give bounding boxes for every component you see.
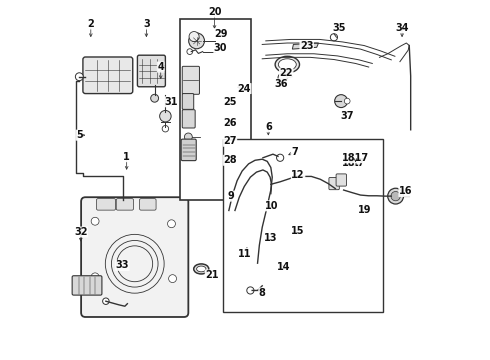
Polygon shape — [293, 43, 318, 49]
Text: 35: 35 — [332, 23, 346, 33]
Ellipse shape — [275, 56, 299, 73]
Text: 21: 21 — [205, 270, 219, 280]
Text: 30: 30 — [214, 43, 227, 53]
Circle shape — [102, 298, 109, 305]
Text: 4: 4 — [157, 62, 164, 72]
Circle shape — [189, 33, 204, 49]
Circle shape — [162, 126, 169, 132]
Text: 32: 32 — [74, 227, 88, 237]
Circle shape — [278, 73, 287, 82]
Text: 15: 15 — [292, 226, 305, 236]
FancyBboxPatch shape — [137, 55, 166, 87]
Text: 1: 1 — [123, 152, 130, 162]
Text: 1817: 1817 — [342, 153, 369, 163]
Text: 14: 14 — [277, 262, 291, 272]
Text: 16: 16 — [399, 186, 413, 197]
Ellipse shape — [196, 266, 206, 272]
Text: 18: 18 — [342, 158, 355, 168]
Text: 12: 12 — [292, 170, 305, 180]
FancyBboxPatch shape — [140, 199, 156, 210]
Text: 20: 20 — [208, 7, 221, 17]
Text: 24: 24 — [238, 84, 251, 94]
Text: 27: 27 — [223, 136, 237, 146]
Circle shape — [151, 94, 159, 102]
Text: 36: 36 — [275, 79, 288, 89]
Text: 29: 29 — [214, 29, 227, 39]
Text: 26: 26 — [223, 118, 237, 128]
FancyBboxPatch shape — [181, 139, 196, 161]
Circle shape — [160, 111, 171, 122]
Circle shape — [169, 275, 176, 283]
Text: 9: 9 — [228, 191, 235, 201]
Circle shape — [189, 32, 199, 41]
Bar — [180, 19, 251, 200]
Text: 13: 13 — [264, 233, 277, 243]
Circle shape — [330, 34, 338, 41]
Text: 37: 37 — [341, 111, 354, 121]
Text: 22: 22 — [279, 68, 293, 78]
Ellipse shape — [194, 264, 209, 274]
Circle shape — [276, 154, 284, 161]
Circle shape — [91, 217, 99, 225]
Text: 7: 7 — [291, 147, 298, 157]
Circle shape — [187, 49, 193, 54]
FancyBboxPatch shape — [336, 174, 346, 186]
FancyBboxPatch shape — [329, 177, 339, 190]
Circle shape — [335, 95, 347, 108]
Text: 28: 28 — [223, 155, 237, 165]
FancyBboxPatch shape — [81, 197, 188, 317]
FancyBboxPatch shape — [116, 199, 133, 210]
Text: 33: 33 — [116, 260, 129, 270]
Text: 17: 17 — [352, 158, 366, 168]
Text: 19: 19 — [358, 206, 372, 216]
Circle shape — [91, 273, 99, 281]
Circle shape — [391, 192, 400, 201]
FancyBboxPatch shape — [83, 57, 133, 94]
Ellipse shape — [278, 59, 296, 70]
Circle shape — [168, 220, 175, 228]
Circle shape — [388, 188, 403, 204]
Circle shape — [247, 287, 254, 294]
Circle shape — [75, 73, 83, 81]
Text: 3: 3 — [143, 19, 150, 29]
Text: 31: 31 — [165, 97, 178, 107]
Text: 5: 5 — [76, 130, 83, 140]
FancyBboxPatch shape — [182, 94, 194, 109]
Bar — [223, 139, 383, 312]
Circle shape — [344, 98, 350, 104]
Circle shape — [184, 133, 192, 141]
FancyBboxPatch shape — [182, 110, 195, 128]
Text: 34: 34 — [395, 23, 409, 33]
FancyBboxPatch shape — [97, 199, 116, 210]
Text: 8: 8 — [259, 288, 266, 298]
FancyBboxPatch shape — [182, 66, 199, 94]
Text: 6: 6 — [265, 122, 271, 132]
Text: 2: 2 — [87, 19, 94, 29]
Text: 23: 23 — [300, 41, 314, 50]
Text: 11: 11 — [238, 248, 251, 258]
Text: 10: 10 — [265, 201, 279, 211]
FancyBboxPatch shape — [72, 276, 102, 295]
Text: 25: 25 — [223, 97, 237, 107]
